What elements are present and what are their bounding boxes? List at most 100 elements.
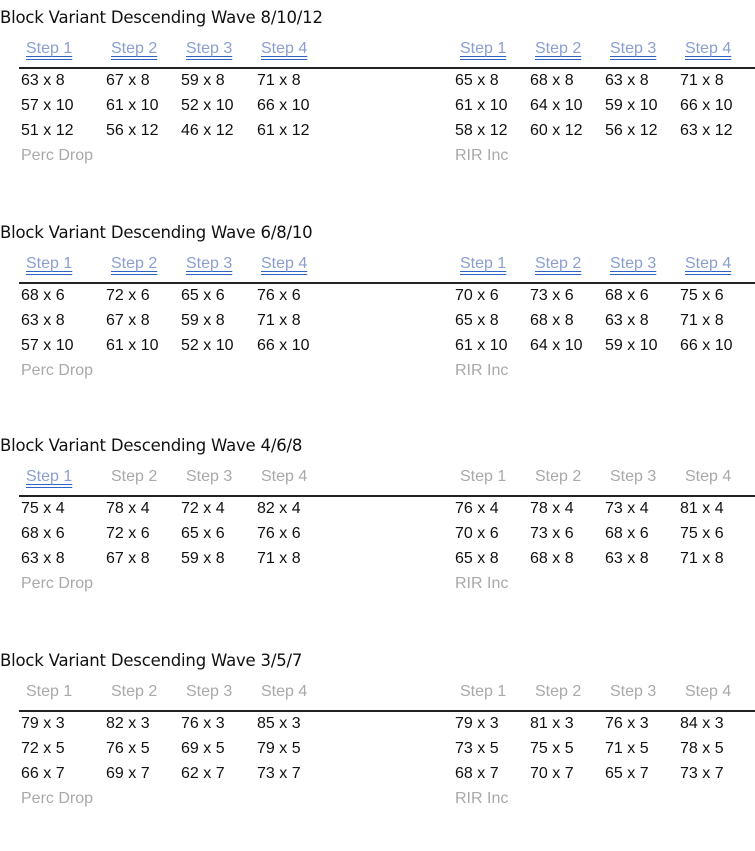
left-table-cell: 52 x 10	[181, 337, 234, 354]
right-step-header: Step 2	[535, 683, 582, 700]
right-table-cell: 70 x 6	[455, 525, 499, 542]
left-step-header: Step 4	[261, 683, 308, 700]
right-step-header[interactable]: Step 4	[685, 255, 732, 272]
right-table-cell: 71 x 8	[680, 550, 724, 567]
left-table-cell: 72 x 6	[106, 287, 150, 304]
left-table-cell: 69 x 7	[106, 765, 150, 782]
right-table-cell: 66 x 10	[680, 337, 733, 354]
left-table-cell: 66 x 7	[21, 765, 65, 782]
perc-drop-label: Perc Drop	[21, 575, 94, 592]
right-step-header[interactable]: Step 2	[535, 255, 582, 272]
wave-block: Block Variant Descending Wave 3/5/7 Step …	[0, 651, 755, 851]
right-table-cell: 79 x 3	[455, 715, 499, 732]
right-step-header: Step 2	[535, 468, 582, 485]
left-table-cell: 62 x 7	[181, 765, 225, 782]
right-table-cell: 73 x 7	[680, 765, 724, 782]
left-step-header: Step 2	[111, 683, 158, 700]
right-table-cell: 65 x 8	[455, 550, 499, 567]
left-table-cell: 76 x 6	[257, 525, 301, 542]
left-table-cell: 66 x 10	[257, 97, 310, 114]
left-table-cell: 72 x 5	[21, 740, 65, 757]
left-table-cell: 67 x 8	[106, 550, 150, 567]
right-table-cell: 84 x 3	[680, 715, 724, 732]
left-table-cell: 65 x 6	[181, 525, 225, 542]
left-step-header: Step 4	[261, 468, 308, 485]
right-table-cell: 75 x 5	[530, 740, 574, 757]
right-table-cell: 68 x 8	[530, 312, 574, 329]
left-table-cell: 61 x 12	[257, 122, 310, 139]
right-step-header: Step 1	[460, 468, 507, 485]
left-step-header[interactable]: Step 1	[26, 40, 73, 57]
left-step-header[interactable]: Step 3	[186, 40, 233, 57]
right-table-cell: 68 x 7	[455, 765, 499, 782]
right-table-cell: 71 x 5	[605, 740, 649, 757]
right-table-cell: 73 x 6	[530, 287, 574, 304]
right-step-header: Step 3	[610, 468, 657, 485]
left-table-cell: 63 x 8	[21, 550, 65, 567]
left-step-header[interactable]: Step 2	[111, 255, 158, 272]
perc-drop-label: Perc Drop	[21, 790, 94, 807]
left-table-cell: 85 x 3	[257, 715, 301, 732]
right-step-header: Step 4	[685, 468, 732, 485]
header-rule	[19, 67, 755, 69]
rir-inc-label: RIR Inc	[455, 575, 509, 592]
left-step-header[interactable]: Step 1	[26, 468, 73, 485]
right-table-cell: 76 x 4	[455, 500, 499, 517]
right-step-header[interactable]: Step 1	[460, 40, 507, 57]
right-step-header: Step 4	[685, 683, 732, 700]
left-table-cell: 75 x 4	[21, 500, 65, 517]
right-table-cell: 63 x 8	[605, 550, 649, 567]
right-table-cell: 59 x 10	[605, 337, 658, 354]
block-title: Block Variant Descending Wave 4/6/8	[0, 436, 303, 455]
left-table-cell: 79 x 3	[21, 715, 65, 732]
right-table-cell: 63 x 8	[605, 312, 649, 329]
left-step-header[interactable]: Step 3	[186, 255, 233, 272]
right-table-cell: 70 x 6	[455, 287, 499, 304]
right-table-cell: 76 x 3	[605, 715, 649, 732]
left-table-cell: 57 x 10	[21, 337, 74, 354]
left-table-cell: 71 x 8	[257, 550, 301, 567]
right-table-cell: 65 x 8	[455, 72, 499, 89]
right-step-header[interactable]: Step 2	[535, 40, 582, 57]
right-table-cell: 78 x 5	[680, 740, 724, 757]
left-table-cell: 71 x 8	[257, 72, 301, 89]
perc-drop-label: Perc Drop	[21, 362, 94, 379]
left-table-cell: 69 x 5	[181, 740, 225, 757]
wave-block: Block Variant Descending Wave 4/6/8 Step …	[0, 436, 755, 636]
left-table-cell: 76 x 3	[181, 715, 225, 732]
block-title: Block Variant Descending Wave 6/8/10	[0, 223, 313, 242]
left-step-header[interactable]: Step 4	[261, 255, 308, 272]
right-table-cell: 68 x 8	[530, 72, 574, 89]
right-table-cell: 61 x 10	[455, 337, 508, 354]
right-table-cell: 60 x 12	[530, 122, 583, 139]
left-table-cell: 68 x 6	[21, 525, 65, 542]
left-table-cell: 59 x 8	[181, 72, 225, 89]
right-table-cell: 75 x 6	[680, 525, 724, 542]
left-table-cell: 61 x 10	[106, 97, 159, 114]
right-table-cell: 71 x 8	[680, 312, 724, 329]
left-table-cell: 79 x 5	[257, 740, 301, 757]
left-step-header[interactable]: Step 1	[26, 255, 73, 272]
header-rule	[19, 495, 755, 497]
right-table-cell: 66 x 10	[680, 97, 733, 114]
left-step-header[interactable]: Step 4	[261, 40, 308, 57]
right-step-header[interactable]: Step 3	[610, 40, 657, 57]
block-title: Block Variant Descending Wave 3/5/7	[0, 651, 303, 670]
right-table-cell: 58 x 12	[455, 122, 508, 139]
left-table-cell: 67 x 8	[106, 312, 150, 329]
right-table-cell: 68 x 8	[530, 550, 574, 567]
left-table-cell: 82 x 3	[106, 715, 150, 732]
left-step-header: Step 3	[186, 468, 233, 485]
left-table-cell: 73 x 7	[257, 765, 301, 782]
right-step-header[interactable]: Step 1	[460, 255, 507, 272]
header-rule	[19, 710, 755, 712]
right-table-cell: 61 x 10	[455, 97, 508, 114]
header-rule	[19, 282, 755, 284]
left-table-cell: 65 x 6	[181, 287, 225, 304]
right-step-header[interactable]: Step 4	[685, 40, 732, 57]
right-table-cell: 65 x 7	[605, 765, 649, 782]
right-step-header[interactable]: Step 3	[610, 255, 657, 272]
left-table-cell: 71 x 8	[257, 312, 301, 329]
right-table-cell: 78 x 4	[530, 500, 574, 517]
left-step-header[interactable]: Step 2	[111, 40, 158, 57]
